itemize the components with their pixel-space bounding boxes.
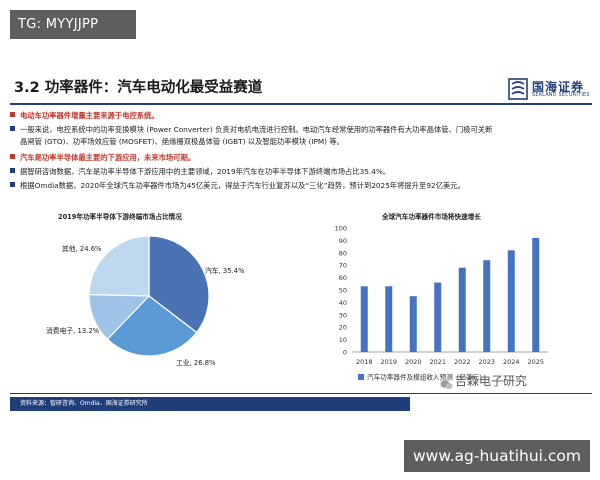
pie-label-industry: 工业, 26.8%: [176, 359, 216, 367]
bullet-marker: [10, 182, 15, 187]
bullet-text: 电动车功率器件增量主要来源于电控系统。: [20, 111, 159, 120]
bullet-text-continued: 晶闸管 (GTO)、功率场效应管 (MOSFET)、绝缘栅双极晶体管 (IGBT…: [20, 137, 344, 146]
page-title: 3.2 功率器件：汽车电动化最受益赛道: [14, 80, 263, 96]
x-tick-label: 2018: [356, 358, 373, 366]
y-tick-label: 0: [343, 349, 347, 357]
bar-2023: [483, 260, 491, 352]
y-tick-label: 100: [335, 225, 347, 233]
x-tick-label: 2025: [527, 358, 544, 366]
x-tick-label: 2019: [380, 358, 397, 366]
pie-label-other: 其他, 24.6%: [62, 245, 102, 253]
legend-swatch: [358, 374, 364, 380]
y-tick-label: 10: [339, 336, 347, 344]
bullet-text: 据智研咨询数据，汽车是功率半导体下游应用中的主要领域，2019年汽车在功率半导体…: [20, 167, 391, 176]
pie-label-auto: 汽车, 35.4%: [205, 267, 245, 275]
logo-cn: 国海证券: [532, 80, 585, 94]
bullet-marker: [10, 154, 15, 159]
source-note: 资料来源：智研咨询、Omdia、国海证券研究所: [10, 397, 410, 411]
y-tick-label: 30: [339, 311, 347, 319]
bar-2019: [385, 286, 393, 352]
logo-en: SEALAND SECURITIES: [532, 93, 590, 98]
x-tick-label: 2020: [405, 358, 422, 366]
bullet-5: 根据Omdia数据，2020年全球汽车功率器件市场为45亿美元，得益于汽车行业复…: [10, 180, 590, 192]
bar-2024: [507, 250, 515, 352]
x-tick-label: 2022: [454, 358, 471, 366]
bar-2021: [434, 282, 442, 352]
bullet-text: 一般来说，电控系统中的功率变换模块 (Power Converter) 负责对电…: [20, 125, 493, 134]
pie-chart: [88, 235, 210, 357]
watermark-bottom: www.ag-huatihui.com: [404, 440, 590, 472]
y-tick-label: 20: [339, 324, 347, 332]
pie-label-consumer: 消费电子, 13.2%: [46, 327, 100, 335]
bullet-4: 据智研咨询数据，汽车是功率半导体下游应用中的主要领域，2019年汽车在功率半导体…: [10, 166, 590, 178]
sealand-logo-icon: [508, 78, 528, 100]
bar-2020: [409, 296, 417, 352]
bullet-1: 电动车功率器件增量主要来源于电控系统。: [10, 110, 590, 122]
y-tick-label: 40: [339, 299, 347, 307]
bullet-2: 一般来说，电控系统中的功率变换模块 (Power Converter) 负责对电…: [10, 124, 590, 148]
y-tick-label: 60: [339, 274, 347, 282]
bar-2025: [532, 237, 540, 352]
bullet-marker: [10, 168, 15, 173]
bullet-marker: [10, 126, 15, 131]
pie-slice-other: [88, 235, 150, 297]
bar-chart: 0 10 20 30 40 50 60 70 80 90 100 2018 2019 2020 2021 20…: [335, 225, 548, 382]
bar-chart-title: 全球汽车功率器件市场将快速增长: [382, 213, 481, 221]
footer-divider: [10, 393, 592, 394]
x-tick-label: 2024: [503, 358, 520, 366]
bar-2018: [360, 286, 368, 352]
wechat-icon: [440, 375, 453, 389]
x-tick-label: 2023: [478, 358, 495, 366]
bullet-text: 根据Omdia数据，2020年全球汽车功率器件市场为45亿美元，得益于汽车行业复…: [20, 181, 465, 190]
bullet-3: 汽车是功率半导体最主要的下游应用，未来市场可期。: [10, 152, 590, 164]
bar-2022: [458, 267, 466, 352]
legend-label: 汽车功率器件及模组收入预测（亿美元）: [367, 373, 486, 382]
pie-slice-industry: [106, 295, 198, 357]
bullet-marker: [10, 112, 15, 117]
y-tick-label: 50: [339, 287, 347, 295]
watermark-top: TG: MYYJJPP: [10, 10, 136, 39]
x-tick-label: 2021: [429, 358, 446, 366]
pie-slice-auto: [148, 235, 210, 334]
title-divider: [10, 103, 592, 105]
company-logo: 国海证券 SEALAND SECURITIES: [508, 78, 592, 102]
bullet-text: 汽车是功率半导体最主要的下游应用，未来市场可期。: [20, 153, 196, 162]
y-tick-label: 70: [339, 262, 347, 270]
y-tick-label: 90: [339, 237, 347, 245]
y-tick-label: 80: [339, 249, 347, 257]
wechat-account: 吉森电子研究: [455, 374, 528, 388]
pie-chart-title: 2019年功率半导体下游终端市场占比情况: [58, 213, 182, 221]
